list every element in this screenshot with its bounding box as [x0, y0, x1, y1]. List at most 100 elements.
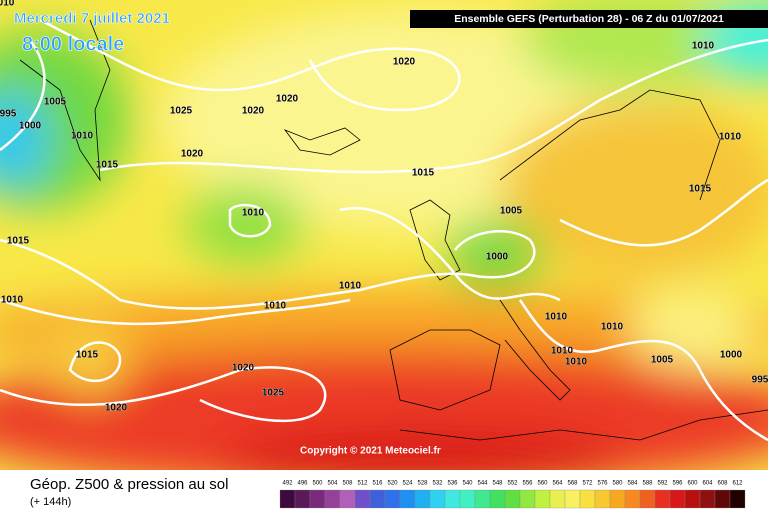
date: Mercredi 7 juillet 2021	[14, 10, 170, 27]
scale-swatch	[594, 489, 611, 509]
run-info: Ensemble GEFS (Perturbation 28) - 06 Z d…	[454, 13, 724, 25]
scale-label: 528	[417, 481, 428, 487]
scale-label: 588	[642, 481, 653, 487]
isobar-label: 1015	[96, 160, 119, 171]
scale-label: 576	[597, 481, 608, 487]
scale-label: 612	[732, 481, 743, 487]
scale-swatch	[684, 489, 701, 509]
local-time: 8:00 locale	[22, 33, 124, 55]
scale-swatch	[399, 489, 416, 509]
scale-label: 516	[372, 481, 383, 487]
isobar-label: 1020	[393, 57, 416, 68]
scale-label: 540	[462, 481, 473, 487]
scale-swatch	[609, 489, 626, 509]
scale-swatch	[534, 489, 551, 509]
scale-label: 520	[387, 481, 398, 487]
isobar-label: 1010	[545, 312, 568, 323]
color-scale: 492 496 500 504 508 512 516 520 524 528 532 536 540 5…	[279, 481, 746, 509]
scale-swatch	[384, 489, 401, 509]
scale-label: 600	[687, 481, 698, 487]
isobar-label: 1010	[242, 208, 265, 219]
scale-label: 584	[627, 481, 638, 487]
scale-swatch	[639, 489, 656, 509]
scale-label: 508	[342, 481, 353, 487]
scale-swatch	[459, 489, 476, 509]
isobars	[0, 18, 768, 442]
isobar-label: 1000	[720, 350, 743, 361]
scale-swatch	[564, 489, 581, 509]
isobar-label: 1010	[551, 346, 574, 357]
isobar-label: 1010	[71, 131, 94, 142]
scale-swatch	[519, 489, 536, 509]
isobar-label: 1015	[7, 236, 30, 247]
scale-swatch	[354, 489, 371, 509]
scale-label: 504	[327, 481, 338, 487]
scale-swatch	[309, 489, 326, 509]
scale-label: 556	[522, 481, 533, 487]
scale-label: 592	[657, 481, 668, 487]
isobar-label: 1015	[76, 350, 99, 361]
scale-swatch	[624, 489, 641, 509]
scale-swatch	[699, 489, 716, 509]
footer-title: Géop. Z500 & pression au sol	[30, 476, 228, 493]
isobar-label: 1025	[170, 106, 193, 117]
scale-label: 500	[312, 481, 323, 487]
scale-label: 548	[492, 481, 503, 487]
isobar-label: 1010	[601, 322, 624, 333]
isobar-label: 1010	[692, 41, 715, 52]
scale-swatch	[279, 489, 296, 509]
isobar-label: 1005	[44, 97, 67, 108]
isobar-label: 1020	[181, 149, 204, 160]
isobar-label: 1020	[242, 106, 265, 117]
scale-label: 552	[507, 481, 518, 487]
isobar-label: 1010	[339, 281, 362, 292]
scale-label: 532	[432, 481, 443, 487]
scale-swatch	[444, 489, 461, 509]
scale-label: 512	[357, 481, 368, 487]
isobar-label: 1020	[105, 403, 128, 414]
isobar-label: 1015	[689, 184, 712, 195]
scale-label: 524	[402, 481, 413, 487]
isobar-label: 995	[752, 375, 768, 386]
scale-swatch	[294, 489, 311, 509]
coastlines	[19, 19, 768, 441]
scale-label: 568	[567, 481, 578, 487]
isobar-label: 1005	[500, 206, 523, 217]
isobar-label: 1025	[262, 388, 285, 399]
run-box	[410, 10, 768, 28]
isobar-label: 1010	[264, 301, 287, 312]
copyright: Copyright © 2021 Meteociel.fr	[300, 446, 441, 457]
scale-label: 492	[282, 481, 293, 487]
scale-label: 560	[537, 481, 548, 487]
scale-label: 496	[297, 481, 308, 487]
scale-swatch	[429, 489, 446, 509]
isobar-label: 1010	[565, 357, 588, 368]
scale-label: 536	[447, 481, 458, 487]
isobar-label: 1020	[232, 363, 255, 374]
isobar-label: 1010	[719, 132, 742, 143]
isobar-label: 1000	[486, 252, 509, 263]
scale-swatch	[579, 489, 596, 509]
scale-swatch	[714, 489, 731, 509]
scale-label: 604	[702, 481, 713, 487]
scale-swatch	[414, 489, 431, 509]
scale-swatch	[669, 489, 686, 509]
scale-label: 564	[552, 481, 563, 487]
scale-label: 608	[717, 481, 728, 487]
scale-swatch	[339, 489, 356, 509]
scale-label: 544	[477, 481, 488, 487]
scale-swatch	[489, 489, 506, 509]
scale-swatch	[504, 489, 521, 509]
isobar-label: 995	[0, 109, 17, 120]
isobar-label: 010	[0, 0, 15, 9]
forecast-lead: (+ 144h)	[30, 496, 71, 508]
isobar-label: 1020	[276, 94, 299, 105]
isobar-label: 1005	[651, 355, 674, 366]
scale-swatch	[324, 489, 341, 509]
scale-label: 580	[612, 481, 623, 487]
scale-swatch	[369, 489, 386, 509]
isobar-label: 1000	[19, 121, 42, 132]
scale-swatch	[549, 489, 566, 509]
